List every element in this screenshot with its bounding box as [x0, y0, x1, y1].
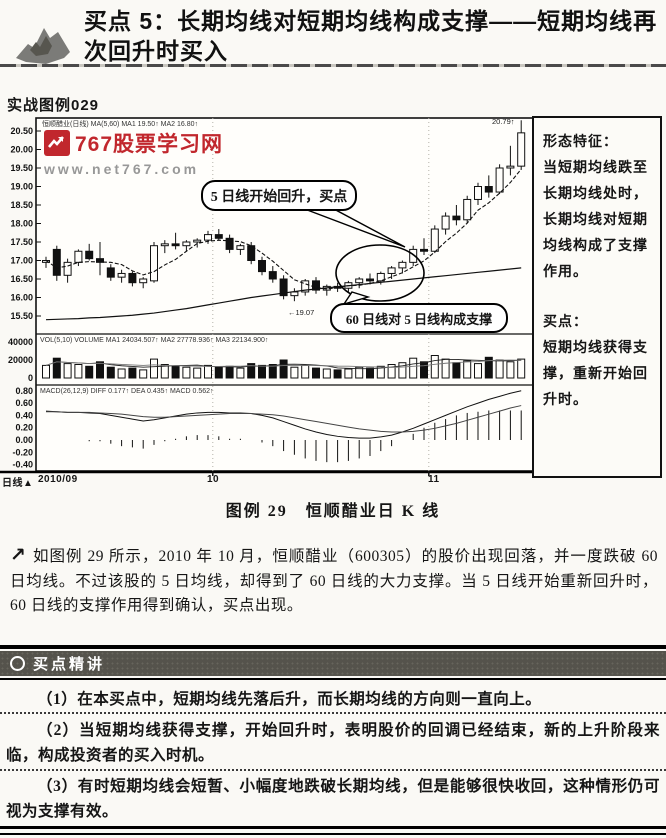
key-point-1: （1）在本买点中，短期均线先落后升，而长期均线的方向则一直向上。 [37, 691, 542, 708]
svg-text:40000: 40000 [8, 337, 33, 347]
svg-text:15.50: 15.50 [10, 311, 33, 321]
figure-caption: 图例 29 恒顺醋业日 K 线 [225, 503, 441, 520]
pattern-note-body: 当短期均线跌至长期均线处时，长期均线对短期均线构成了支撑作用。 [543, 161, 648, 280]
svg-text:MACD(26,12,9) DIFF 0.177↑ DE: MACD(26,12,9) DIFF 0.177↑ DEA 0.435↑ MAC… [40, 388, 214, 395]
svg-text:17.50: 17.50 [10, 237, 33, 247]
svg-text:19.00: 19.00 [10, 182, 33, 192]
svg-text:-0.40: -0.40 [12, 460, 33, 470]
svg-text:16.50: 16.50 [10, 274, 33, 284]
x-axis-start: 2010/09 [38, 474, 78, 485]
svg-text:20.50: 20.50 [10, 126, 33, 136]
buy-point-title: 买点： [543, 315, 588, 330]
circle-icon [10, 656, 25, 671]
x-axis-tick-nov: 11 [428, 474, 440, 485]
divider-thick [0, 645, 666, 649]
svg-text:0.00: 0.00 [15, 435, 33, 445]
analysis-paragraph: ↗ 如图例 29 所示，2010 年 10 月，恒顺醋业（600305）的股价出现… [10, 543, 658, 619]
annotation-bubble-buy-point: 5 日线开始回升，买点 [201, 180, 357, 211]
svg-text:20.00: 20.00 [10, 145, 33, 155]
divider-mid [0, 678, 666, 680]
svg-text:17.00: 17.00 [10, 256, 33, 266]
key-points-banner: 买点精讲 [0, 651, 666, 676]
svg-text:-0.20: -0.20 [12, 447, 33, 457]
analysis-text: 如图例 29 所示，2010 年 10 月，恒顺醋业（600305）的股价出现回… [10, 548, 658, 614]
svg-text:0.60: 0.60 [15, 398, 33, 408]
svg-text:20000: 20000 [8, 355, 33, 365]
svg-text:19.50: 19.50 [10, 163, 33, 173]
buy-point-body: 短期均线获得支撑，重新开始回升时。 [543, 341, 648, 408]
bottom-double-rule [0, 826, 666, 835]
title-divider [0, 64, 666, 67]
page-title: 买点 5：长期均线对短期均线构成支撑——短期均线再次回升时买入 [84, 8, 658, 64]
svg-text:0.40: 0.40 [15, 410, 33, 420]
mountain-logo-icon [16, 28, 70, 64]
svg-text:恒顺醋业(日线) MA(5,60) MA1 19.50↑: 恒顺醋业(日线) MA(5,60) MA1 19.50↑ MA2 16.80↑ [42, 119, 198, 128]
svg-text:20.79↑: 20.79↑ [492, 117, 515, 126]
x-axis-tick-oct: 10 [207, 474, 220, 485]
dotted-divider-1 [0, 712, 666, 714]
svg-text:0: 0 [28, 373, 33, 383]
pattern-note-title: 形态特征： [543, 135, 618, 150]
key-point-2: （2）当短期均线获得支撑，开始回升时，表明股价的回调已经结束，新的上升阶段来临，… [6, 722, 660, 764]
pointer-arrow-icon: ↗ [10, 544, 27, 566]
key-point-3: （3）有时短期均线会短暂、小幅度地跌破长期均线，但是能够很快收回，这种情形仍可视… [6, 778, 660, 820]
svg-text:18.50: 18.50 [10, 200, 33, 210]
svg-text:←19.07: ←19.07 [288, 308, 314, 317]
svg-text:16.00: 16.00 [10, 293, 33, 303]
svg-text:18.00: 18.00 [10, 219, 33, 229]
dotted-divider-2 [0, 769, 666, 771]
key-points-banner-label: 买点精讲 [33, 656, 106, 673]
pattern-note-box: 形态特征： 当短期均线跌至长期均线处时，长期均线对短期均线构成了支撑作用。 买点… [532, 116, 662, 478]
svg-text:0.80: 0.80 [15, 386, 33, 396]
kline-chart: 20.50 20.00 19.50 19.00 18.50 18.00 17.50 17.00… [0, 117, 534, 476]
period-label: 日线▲ [2, 478, 34, 489]
svg-text:0.20: 0.20 [15, 423, 33, 433]
svg-text:VOL(5,10) VOLUME MA1 24034.50: VOL(5,10) VOLUME MA1 24034.507↑ MA2 2777… [40, 337, 268, 344]
annotation-bubble-support: 60 日线对 5 日线构成支撑 [330, 303, 508, 333]
section-label: 实战图例029 [7, 97, 100, 114]
